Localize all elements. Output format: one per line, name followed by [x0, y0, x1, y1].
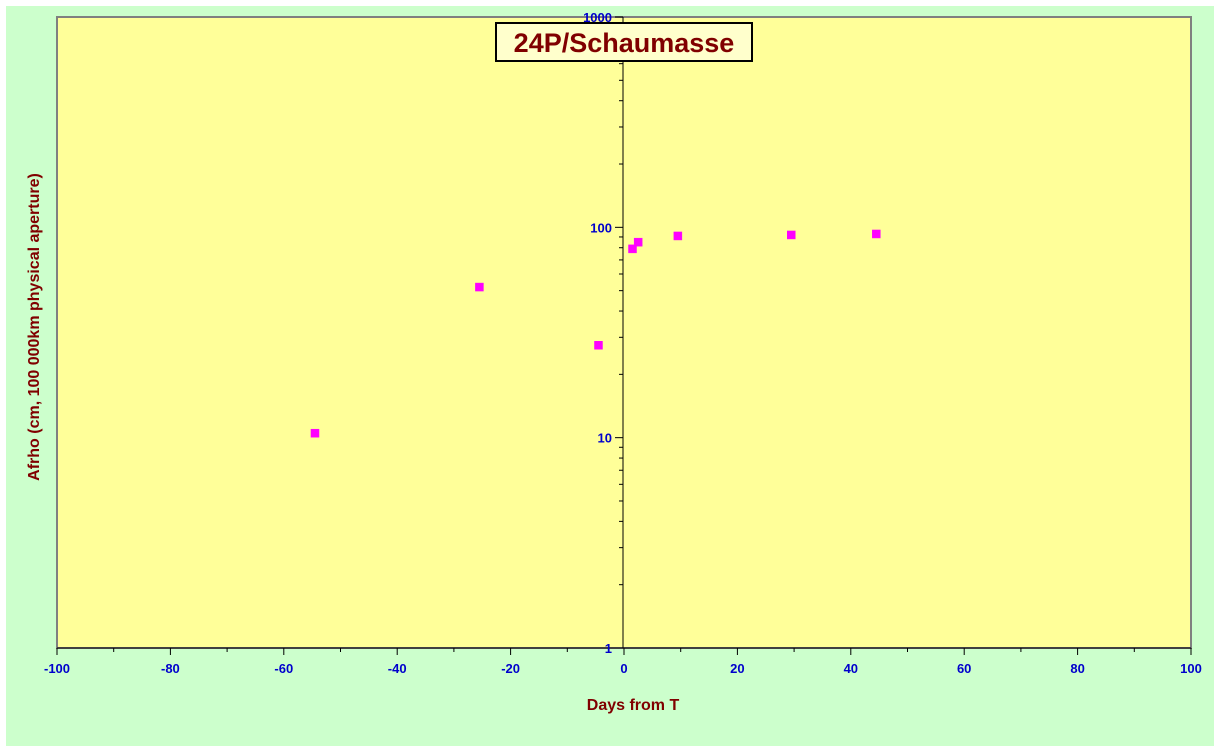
y-tick-label: 100	[590, 220, 612, 235]
y-tick-label: 1	[605, 641, 612, 656]
data-point	[628, 244, 637, 254]
plot-area	[56, 16, 1192, 649]
data-point	[310, 428, 320, 438]
title-box	[495, 22, 753, 62]
x-tick-label: -100	[44, 661, 70, 676]
x-tick-label: 100	[1180, 661, 1202, 676]
x-tick-label: 60	[957, 661, 971, 676]
y-tick-label: 10	[598, 431, 612, 446]
y-tick-label: 1000	[583, 10, 612, 25]
chart-title: 24P/Schaumasse	[514, 28, 735, 58]
data-point	[787, 230, 796, 240]
x-tick-label: 20	[730, 661, 744, 676]
data-point	[594, 341, 603, 350]
x-tick-label: -40	[388, 661, 407, 676]
x-tick-label: -60	[274, 661, 293, 676]
x-tick-label: 0	[620, 661, 627, 676]
x-tick-label: -20	[501, 661, 520, 676]
y-axis	[615, 16, 624, 649]
y-axis-title: Afrho (cm, 100 000km physical aperture)	[26, 173, 43, 481]
data-point	[872, 229, 881, 239]
data-points	[310, 229, 881, 438]
x-axis-title: Days from T	[587, 697, 680, 714]
x-axis	[56, 647, 1192, 655]
x-tick-labels: -100 -80 -60 -40 -20 0 20 40 60 80 100	[44, 661, 1202, 676]
x-tick-label: 80	[1070, 661, 1084, 676]
x-tick-label: 40	[844, 661, 858, 676]
x-tick-label: -80	[161, 661, 180, 676]
data-point	[673, 231, 683, 241]
data-point	[475, 282, 484, 292]
y-tick-labels: 1 10 100 1000	[583, 10, 612, 656]
data-point	[633, 237, 643, 247]
